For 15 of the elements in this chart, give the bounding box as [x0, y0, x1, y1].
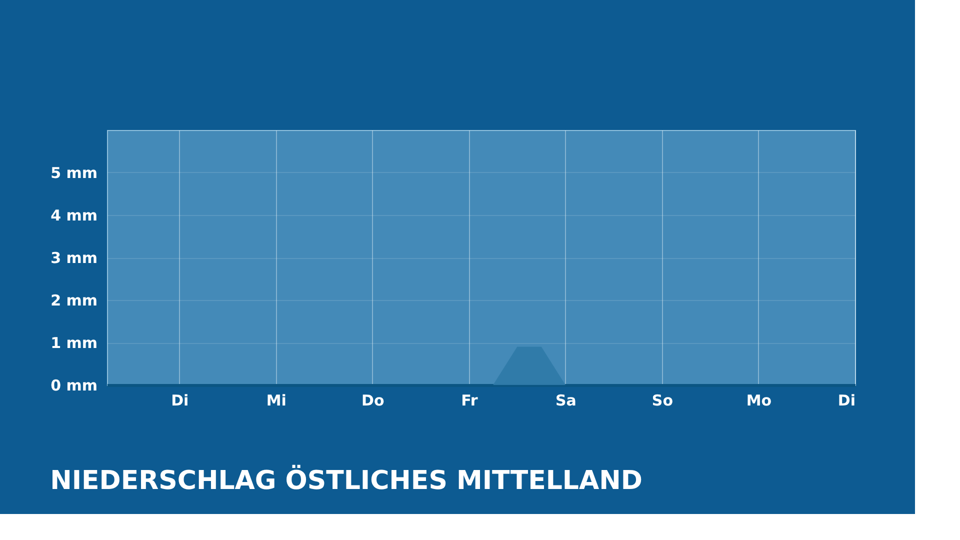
x-tick-label: Di	[838, 392, 856, 410]
y-tick-label: 5 mm	[50, 164, 98, 182]
x-tick-label: Mi	[266, 392, 286, 410]
x-tick-label: Mo	[746, 392, 772, 410]
x-tick-label: Di	[171, 392, 189, 410]
y-tick-label: 3 mm	[50, 249, 98, 267]
x-tick-label: Fr	[461, 392, 478, 410]
y-tick-label: 0 mm	[50, 376, 98, 394]
text: NIEDERSCHLAG ÖSTLICHES MITTELLAND	[50, 464, 642, 496]
x-tick-label: So	[652, 392, 674, 410]
y-tick-label: 2 mm	[50, 292, 98, 310]
x-tick-label: Do	[362, 392, 384, 410]
y-tick-label: 1 mm	[50, 334, 98, 352]
y-tick-label: 4 mm	[50, 206, 98, 224]
x-tick-label: Sa	[555, 392, 576, 410]
